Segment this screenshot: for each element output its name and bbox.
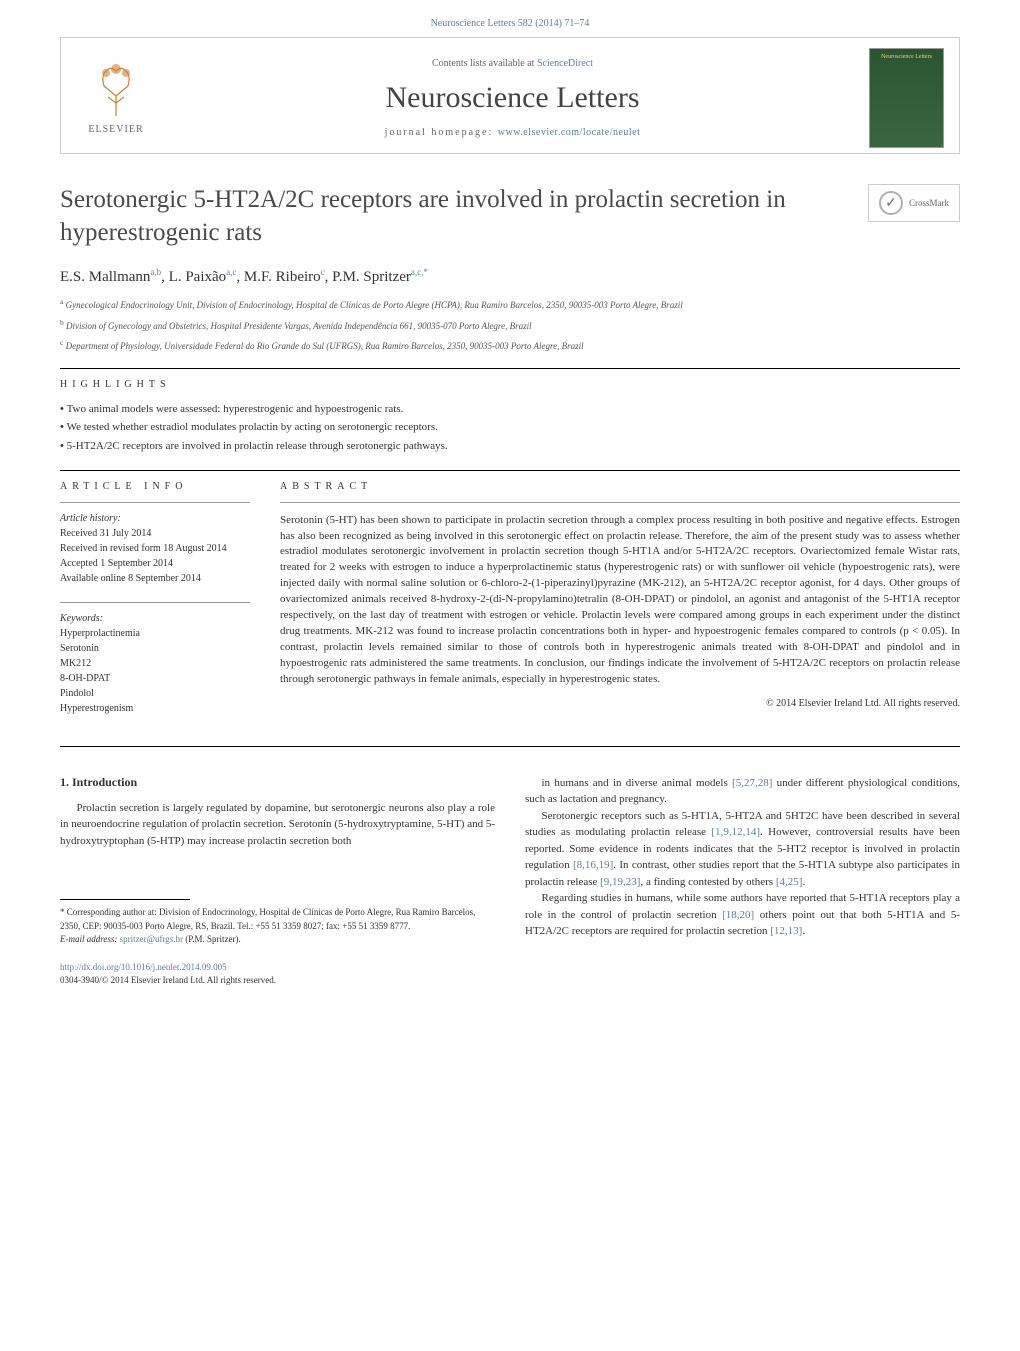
footnote-rule bbox=[60, 899, 190, 900]
journal-name: Neuroscience Letters bbox=[156, 81, 869, 115]
section-rule bbox=[60, 470, 960, 471]
cover-title: Neuroscience Letters bbox=[881, 54, 932, 60]
body-paragraph: Prolactin secretion is largely regulated… bbox=[60, 800, 495, 850]
highlight-item: 5-HT2A/2C receptors are involved in prol… bbox=[60, 437, 960, 456]
body-paragraph: Regarding studies in humans, while some … bbox=[525, 890, 960, 940]
intro-heading: 1. Introduction bbox=[60, 775, 495, 790]
article-info-heading: ARTICLE INFO bbox=[60, 481, 250, 492]
authors-line: E.S. Mallmanna,b, L. Paixãoa,c, M.F. Rib… bbox=[60, 267, 960, 286]
abstract-text: Serotonin (5-HT) has been shown to parti… bbox=[280, 513, 960, 688]
email-suffix: (P.M. Spritzer). bbox=[183, 934, 241, 944]
history-line: Accepted 1 September 2014 bbox=[60, 556, 250, 571]
email-label: E-mail address: bbox=[60, 934, 120, 944]
keyword: Pindolol bbox=[60, 686, 250, 701]
highlights-list: Two animal models were assessed: hyperes… bbox=[60, 400, 960, 456]
affiliation: a Gynecological Endocrinology Unit, Divi… bbox=[60, 296, 960, 313]
cite-link[interactable]: [4,25] bbox=[776, 876, 803, 888]
doi-link[interactable]: http://dx.doi.org/10.1016/j.neulet.2014.… bbox=[60, 962, 227, 972]
cite-link[interactable]: [9,19,23] bbox=[600, 876, 640, 888]
info-rule bbox=[280, 502, 960, 503]
keyword: 8-OH-DPAT bbox=[60, 671, 250, 686]
section-rule bbox=[60, 746, 960, 747]
corresponding-author-note: * Corresponding author at: Division of E… bbox=[60, 906, 495, 933]
keyword: Hyperestrogenism bbox=[60, 701, 250, 716]
issn-copyright-line: 0304-3940/© 2014 Elsevier Ireland Ltd. A… bbox=[60, 975, 276, 985]
body-paragraph: in humans and in diverse animal models [… bbox=[525, 775, 960, 808]
abstract-copyright: © 2014 Elsevier Ireland Ltd. All rights … bbox=[280, 698, 960, 709]
crossmark-badge[interactable]: ✓ CrossMark bbox=[868, 184, 960, 222]
journal-cover-thumbnail: Neuroscience Letters bbox=[869, 48, 944, 148]
section-rule bbox=[60, 368, 960, 369]
elsevier-tree-icon bbox=[86, 61, 146, 121]
highlights-heading: HIGHLIGHTS bbox=[60, 379, 960, 390]
email-line: E-mail address: spritzer@ufrgs.br (P.M. … bbox=[60, 933, 495, 947]
keywords-label: Keywords: bbox=[60, 613, 250, 624]
crossmark-label: CrossMark bbox=[909, 198, 949, 208]
elsevier-logo: ELSEVIER bbox=[76, 53, 156, 143]
cite-link[interactable]: [12,13] bbox=[770, 925, 802, 937]
abstract-heading: ABSTRACT bbox=[280, 481, 960, 492]
cite-link[interactable]: [1,9,12,14] bbox=[711, 826, 760, 838]
highlight-item: We tested whether estradiol modulates pr… bbox=[60, 418, 960, 437]
journal-header-box: ELSEVIER Contents lists available at Sci… bbox=[60, 37, 960, 154]
keyword: MK212 bbox=[60, 656, 250, 671]
affiliation: b Division of Gynecology and Obstetrics,… bbox=[60, 317, 960, 334]
affiliation: c Department of Physiology, Universidade… bbox=[60, 337, 960, 354]
keyword: Serotonin bbox=[60, 641, 250, 656]
cite-link[interactable]: [8,16,19] bbox=[573, 859, 613, 871]
history-line: Received 31 July 2014 bbox=[60, 526, 250, 541]
crossmark-icon: ✓ bbox=[879, 191, 903, 215]
email-link[interactable]: spritzer@ufrgs.br bbox=[120, 934, 183, 944]
running-header-citation: Neuroscience Letters 582 (2014) 71–74 bbox=[0, 0, 1020, 37]
journal-homepage-line: journal homepage: www.elsevier.com/locat… bbox=[156, 127, 869, 138]
cite-link[interactable]: [5,27,28] bbox=[732, 777, 772, 789]
article-history-label: Article history: bbox=[60, 513, 250, 524]
sciencedirect-link[interactable]: ScienceDirect bbox=[537, 58, 593, 69]
info-rule bbox=[60, 602, 250, 603]
elsevier-wordmark: ELSEVIER bbox=[88, 124, 143, 135]
cite-link[interactable]: [18,20] bbox=[722, 909, 754, 921]
body-paragraph: Serotonergic receptors such as 5-HT1A, 5… bbox=[525, 808, 960, 891]
history-line: Available online 8 September 2014 bbox=[60, 571, 250, 586]
article-title: Serotonergic 5-HT2A/2C receptors are inv… bbox=[60, 184, 868, 249]
info-rule bbox=[60, 502, 250, 503]
contents-lists-line: Contents lists available at ScienceDirec… bbox=[156, 58, 869, 69]
history-line: Received in revised form 18 August 2014 bbox=[60, 541, 250, 556]
homepage-label: journal homepage: bbox=[385, 127, 498, 138]
homepage-link[interactable]: www.elsevier.com/locate/neulet bbox=[498, 127, 641, 138]
keyword: Hyperprolactinemia bbox=[60, 626, 250, 641]
contents-prefix: Contents lists available at bbox=[432, 58, 537, 69]
highlight-item: Two animal models were assessed: hyperes… bbox=[60, 400, 960, 419]
